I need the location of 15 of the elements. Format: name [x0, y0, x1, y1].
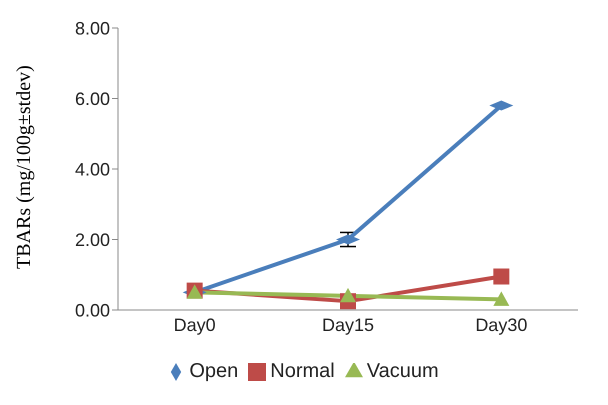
y-tick-label: 8.00 [74, 18, 110, 38]
y-axis-title: TBARs (mg/100g±stdev) [13, 65, 36, 269]
legend-label: Normal [270, 360, 335, 382]
point [493, 268, 510, 285]
y-tick-label: 6.00 [74, 88, 110, 109]
point [493, 291, 510, 306]
x-tick-label: Day15 [322, 314, 374, 335]
legend-label: Open [189, 360, 238, 382]
y-tick-label: 2.00 [74, 230, 110, 250]
y-tick-label: 0.00 [74, 300, 110, 320]
x-tick-label: Day30 [475, 314, 528, 335]
y-tick-label: 4.00 [74, 159, 110, 180]
legend-label: Vacuum [366, 360, 439, 382]
x-tick-label: Day0 [174, 314, 216, 335]
point [340, 288, 356, 302]
